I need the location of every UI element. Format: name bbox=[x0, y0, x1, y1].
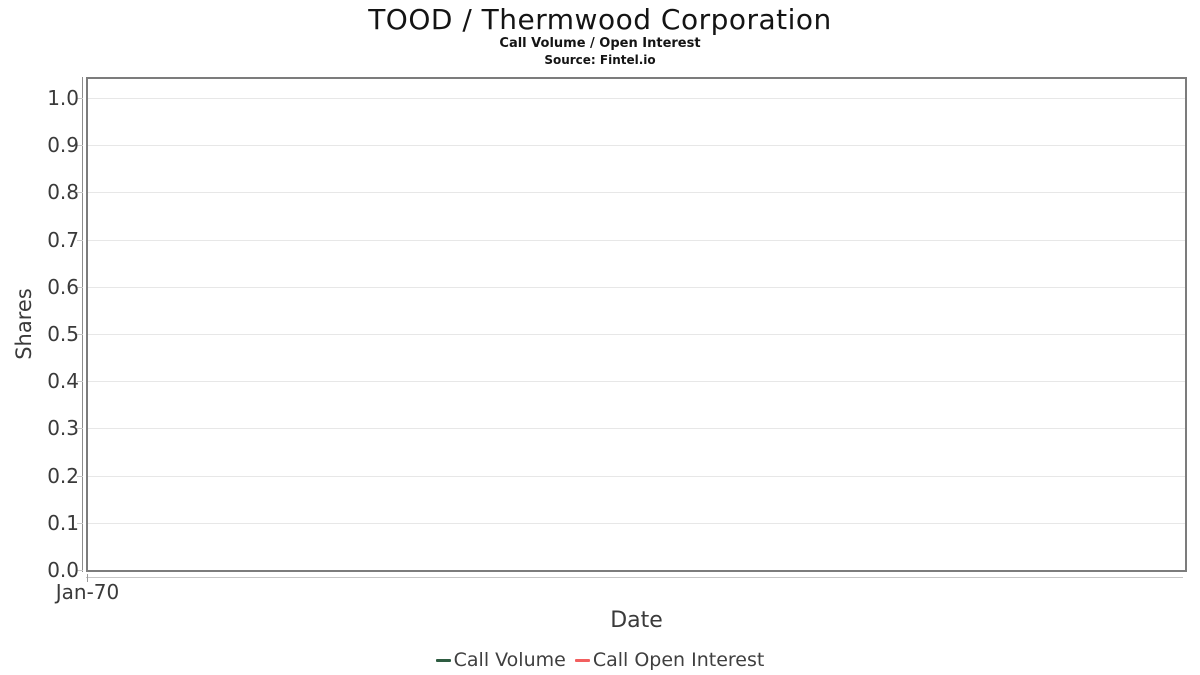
x-tick-label: Jan-70 bbox=[55, 580, 120, 604]
y-tick-mark bbox=[77, 286, 83, 288]
y-tick-label: 0.5 bbox=[47, 322, 79, 346]
y-tick-label: 0.3 bbox=[47, 416, 79, 441]
gridline bbox=[88, 239, 1185, 241]
y-axis-label: Shares bbox=[12, 288, 36, 360]
gridline bbox=[88, 428, 1185, 430]
y-tick-label: 0.1 bbox=[47, 510, 79, 535]
y-tick-mark bbox=[77, 522, 83, 524]
y-tick-label: 0.6 bbox=[47, 274, 79, 299]
y-tick-label: 0.4 bbox=[47, 369, 79, 394]
plot-area bbox=[86, 77, 1187, 572]
y-tick-label: 0.7 bbox=[47, 227, 79, 252]
y-tick-mark bbox=[77, 98, 83, 99]
chart-title: TOOD / Thermwood Corporation bbox=[368, 3, 832, 36]
y-tick-mark bbox=[77, 192, 83, 194]
chart-source: Source: Fintel.io bbox=[544, 53, 656, 67]
gridline bbox=[88, 381, 1185, 383]
x-tick-mark bbox=[87, 574, 88, 582]
gridline bbox=[88, 192, 1185, 194]
gridline bbox=[88, 522, 1185, 524]
legend-label: Call Volume bbox=[453, 648, 566, 671]
y-tick-label: 0.2 bbox=[47, 463, 79, 488]
y-axis-line bbox=[82, 77, 83, 572]
chart-subtitle: Call Volume / Open Interest bbox=[499, 36, 701, 51]
legend-label: Call Open Interest bbox=[592, 648, 765, 671]
gridline bbox=[88, 334, 1185, 335]
y-tick-mark bbox=[77, 570, 83, 571]
y-tick-mark bbox=[77, 475, 83, 477]
legend: Call Volume Call Open Interest bbox=[0, 646, 1200, 674]
legend-item[interactable]: Call Volume bbox=[435, 648, 566, 671]
gridline bbox=[88, 286, 1185, 288]
y-tick-mark bbox=[77, 145, 83, 147]
y-tick-mark bbox=[77, 334, 83, 335]
y-tick-label: 1.0 bbox=[47, 86, 79, 110]
y-tick-label: 0.9 bbox=[47, 133, 79, 158]
legend-marker-icon bbox=[574, 658, 590, 662]
y-tick-mark bbox=[77, 239, 83, 241]
x-axis-label: Date bbox=[610, 608, 663, 633]
y-tick-label: 0.8 bbox=[47, 180, 79, 205]
x-axis-line bbox=[86, 577, 1183, 578]
gridline bbox=[88, 145, 1185, 147]
legend-item[interactable]: Call Open Interest bbox=[574, 648, 765, 671]
y-tick-mark bbox=[77, 381, 83, 383]
y-tick-mark bbox=[77, 428, 83, 430]
y-tick-label: 0.0 bbox=[47, 558, 79, 582]
legend-marker-icon bbox=[435, 658, 451, 662]
gridline bbox=[88, 475, 1185, 477]
gridline bbox=[88, 98, 1185, 99]
